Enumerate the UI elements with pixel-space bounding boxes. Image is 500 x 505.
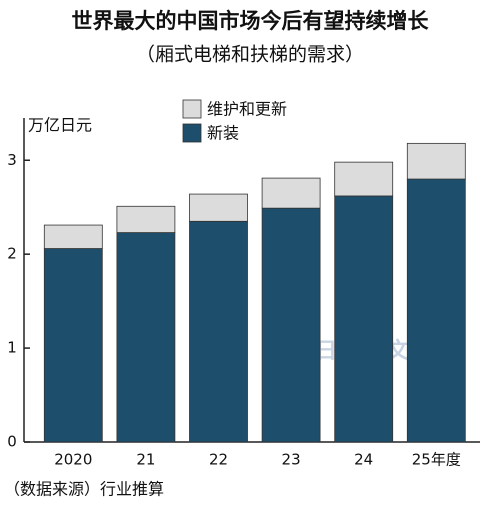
- bar-segment: [189, 220, 248, 443]
- bar-segment: [406, 178, 466, 443]
- chart-subtitle: （厢式电梯和扶梯的需求）: [136, 44, 364, 66]
- x-tick-label: 2020: [54, 451, 92, 469]
- y-tick-label: 2: [7, 245, 17, 263]
- x-tick-label: 23: [282, 451, 301, 469]
- bar-segment: [116, 205, 176, 233]
- bar-segment: [261, 177, 321, 209]
- x-tick-label: 25年度: [412, 451, 461, 469]
- y-axis-label: 万亿日元: [28, 116, 92, 135]
- legend-label: 维护和更新: [207, 100, 287, 119]
- x-tick-label: 24: [354, 451, 373, 469]
- bar-segment: [261, 207, 321, 443]
- bar-segment: [43, 248, 103, 443]
- bar-segment: [43, 224, 103, 249]
- legend-label: 新装: [207, 124, 239, 143]
- x-tick-label: 21: [136, 451, 155, 469]
- y-tick-label: 3: [7, 151, 17, 169]
- bar-segment: [116, 232, 176, 443]
- y-tick-label: 0: [7, 433, 17, 451]
- source-note: （数据来源）行业推算: [4, 480, 164, 499]
- y-tick-label: 1: [7, 339, 17, 357]
- legend-swatch: [182, 99, 202, 119]
- x-tick-label: 22: [209, 451, 228, 469]
- chart-title: 世界最大的中国市场今后有望持续增长: [72, 9, 430, 33]
- bar-segment: [334, 161, 394, 197]
- bar-segment: [189, 193, 248, 222]
- bar-segment: [334, 195, 394, 443]
- legend-swatch: [182, 123, 202, 143]
- bar-segment: [406, 142, 466, 180]
